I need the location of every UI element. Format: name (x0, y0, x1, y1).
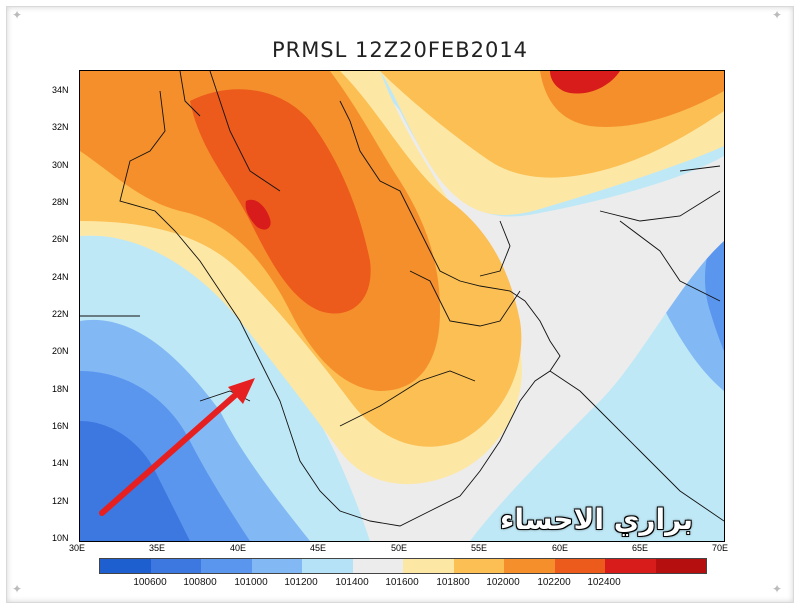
color-bar-segment (150, 559, 201, 573)
color-bar-label: 101400 (335, 577, 369, 588)
lat-label: 22N (52, 309, 69, 319)
lat-label: 24N (52, 272, 69, 282)
lon-label: 40E (230, 543, 247, 553)
color-bar-label: 102400 (587, 577, 621, 588)
color-bar-segment (251, 559, 302, 573)
contour-102400-north (550, 71, 620, 94)
coastlines (80, 71, 724, 527)
lat-label: 18N (52, 384, 69, 394)
lon-label: 45E (310, 543, 327, 553)
pressure-field (80, 71, 724, 541)
lon-label: 65E (632, 543, 649, 553)
watermark-text: براري الاحساء (500, 503, 694, 536)
color-bar-label: 102200 (537, 577, 571, 588)
lon-label: 70E (712, 543, 729, 553)
lon-label: 55E (471, 543, 488, 553)
map-title: PRMSL 12Z20FEB2014 (271, 38, 529, 62)
color-bar-label: 102000 (486, 577, 520, 588)
color-bar-label: 101200 (284, 577, 318, 588)
lat-label: 16N (52, 421, 69, 431)
color-bar-segment (504, 559, 555, 573)
lat-label: 34N (52, 85, 69, 95)
lat-label: 20N (52, 346, 69, 356)
color-bar-segment (352, 559, 403, 573)
color-bar (99, 558, 707, 574)
lon-label: 50E (391, 543, 408, 553)
color-bar-segment (100, 559, 151, 573)
color-bar-segment (453, 559, 504, 573)
lat-label: 30N (52, 160, 69, 170)
lat-label: 10N (52, 533, 69, 543)
color-bar-segment (302, 559, 353, 573)
lon-label: 35E (149, 543, 166, 553)
corner-ornament: ✦ (772, 8, 783, 22)
pressure-map (79, 70, 725, 542)
annotation-arrow (99, 378, 255, 516)
lon-label: 60E (552, 543, 569, 553)
color-bar-segment (554, 559, 605, 573)
color-bar-label: 101600 (385, 577, 419, 588)
color-bar-segment (201, 559, 252, 573)
lat-label: 28N (52, 197, 69, 207)
lat-label: 14N (52, 458, 69, 468)
color-bar-segment (403, 559, 454, 573)
color-bar-label: 101800 (436, 577, 470, 588)
color-bar-segment (605, 559, 656, 573)
contour-102200 (190, 89, 371, 314)
lat-label: 12N (52, 496, 69, 506)
corner-ornament: ✦ (12, 8, 23, 22)
lat-label: 32N (52, 122, 69, 132)
lat-label: 26N (52, 234, 69, 244)
color-bar-label: 100600 (133, 577, 167, 588)
corner-ornament: ✦ (772, 582, 783, 596)
color-bar-label: 100800 (183, 577, 217, 588)
color-bar-segment (655, 559, 706, 573)
color-bar-label: 101000 (234, 577, 268, 588)
corner-ornament: ✦ (12, 582, 23, 596)
lon-label: 30E (69, 543, 86, 553)
contour-102400 (245, 199, 271, 230)
